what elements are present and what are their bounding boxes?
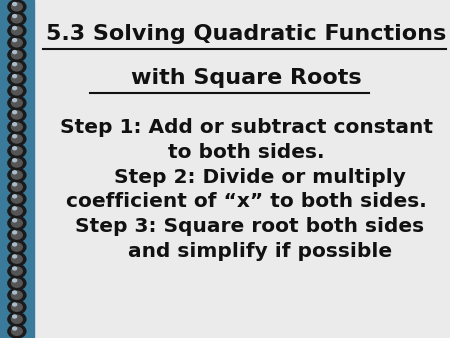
Circle shape bbox=[13, 135, 17, 138]
Circle shape bbox=[8, 300, 26, 314]
Circle shape bbox=[8, 180, 26, 194]
Circle shape bbox=[12, 147, 22, 155]
Circle shape bbox=[8, 276, 26, 290]
Circle shape bbox=[12, 87, 22, 95]
Circle shape bbox=[13, 231, 17, 234]
Circle shape bbox=[12, 207, 22, 215]
Circle shape bbox=[13, 15, 17, 18]
Circle shape bbox=[8, 48, 26, 62]
Circle shape bbox=[8, 204, 26, 218]
Circle shape bbox=[12, 3, 22, 11]
Circle shape bbox=[12, 111, 22, 119]
Circle shape bbox=[8, 24, 26, 38]
Circle shape bbox=[8, 156, 26, 170]
Circle shape bbox=[13, 123, 17, 126]
Circle shape bbox=[8, 96, 26, 110]
Circle shape bbox=[12, 183, 22, 191]
Circle shape bbox=[8, 324, 26, 338]
Circle shape bbox=[12, 171, 22, 179]
Circle shape bbox=[12, 123, 22, 131]
Circle shape bbox=[12, 195, 22, 203]
Circle shape bbox=[12, 243, 22, 251]
Circle shape bbox=[13, 303, 17, 306]
Circle shape bbox=[12, 51, 22, 59]
Circle shape bbox=[13, 195, 17, 198]
Circle shape bbox=[13, 111, 17, 114]
Circle shape bbox=[8, 0, 26, 14]
Circle shape bbox=[12, 135, 22, 143]
Circle shape bbox=[13, 27, 17, 30]
Circle shape bbox=[8, 288, 26, 302]
Text: with Square Roots: with Square Roots bbox=[131, 68, 362, 88]
Circle shape bbox=[12, 219, 22, 227]
Text: 5.3 Solving Quadratic Functions: 5.3 Solving Quadratic Functions bbox=[46, 24, 446, 44]
Circle shape bbox=[8, 168, 26, 182]
Circle shape bbox=[8, 312, 26, 326]
Circle shape bbox=[8, 12, 26, 26]
Circle shape bbox=[8, 36, 26, 50]
Circle shape bbox=[8, 216, 26, 230]
Circle shape bbox=[13, 243, 17, 246]
Circle shape bbox=[13, 87, 17, 90]
Circle shape bbox=[13, 219, 17, 222]
Circle shape bbox=[13, 39, 17, 42]
Circle shape bbox=[13, 267, 17, 270]
Circle shape bbox=[8, 132, 26, 146]
Bar bbox=[0, 0, 34, 338]
Circle shape bbox=[8, 192, 26, 206]
Circle shape bbox=[8, 108, 26, 122]
Circle shape bbox=[8, 72, 26, 86]
Circle shape bbox=[13, 75, 17, 78]
Circle shape bbox=[12, 27, 22, 35]
Circle shape bbox=[13, 255, 17, 258]
Circle shape bbox=[8, 120, 26, 134]
Circle shape bbox=[13, 147, 17, 150]
Circle shape bbox=[13, 51, 17, 54]
Circle shape bbox=[12, 279, 22, 287]
Circle shape bbox=[8, 84, 26, 98]
Circle shape bbox=[13, 171, 17, 174]
Circle shape bbox=[13, 315, 17, 318]
Text: Step 1: Add or subtract constant
to both sides.
    Step 2: Divide or multiply
c: Step 1: Add or subtract constant to both… bbox=[60, 118, 433, 261]
Circle shape bbox=[13, 327, 17, 330]
Circle shape bbox=[8, 144, 26, 158]
Circle shape bbox=[13, 207, 17, 210]
Circle shape bbox=[8, 240, 26, 254]
Circle shape bbox=[12, 99, 22, 107]
Circle shape bbox=[8, 252, 26, 266]
Circle shape bbox=[13, 63, 17, 66]
Circle shape bbox=[12, 231, 22, 239]
Circle shape bbox=[12, 15, 22, 23]
Circle shape bbox=[12, 327, 22, 335]
Circle shape bbox=[8, 228, 26, 242]
Circle shape bbox=[13, 291, 17, 294]
Circle shape bbox=[12, 255, 22, 263]
Circle shape bbox=[12, 63, 22, 71]
Circle shape bbox=[13, 183, 17, 186]
Circle shape bbox=[13, 159, 17, 162]
Circle shape bbox=[12, 159, 22, 167]
Circle shape bbox=[12, 75, 22, 83]
Circle shape bbox=[13, 99, 17, 102]
Circle shape bbox=[12, 315, 22, 323]
Circle shape bbox=[13, 3, 17, 5]
Circle shape bbox=[12, 291, 22, 299]
Circle shape bbox=[12, 39, 22, 47]
Circle shape bbox=[12, 303, 22, 311]
Circle shape bbox=[8, 264, 26, 278]
Circle shape bbox=[13, 279, 17, 282]
Circle shape bbox=[8, 60, 26, 74]
Circle shape bbox=[12, 267, 22, 275]
